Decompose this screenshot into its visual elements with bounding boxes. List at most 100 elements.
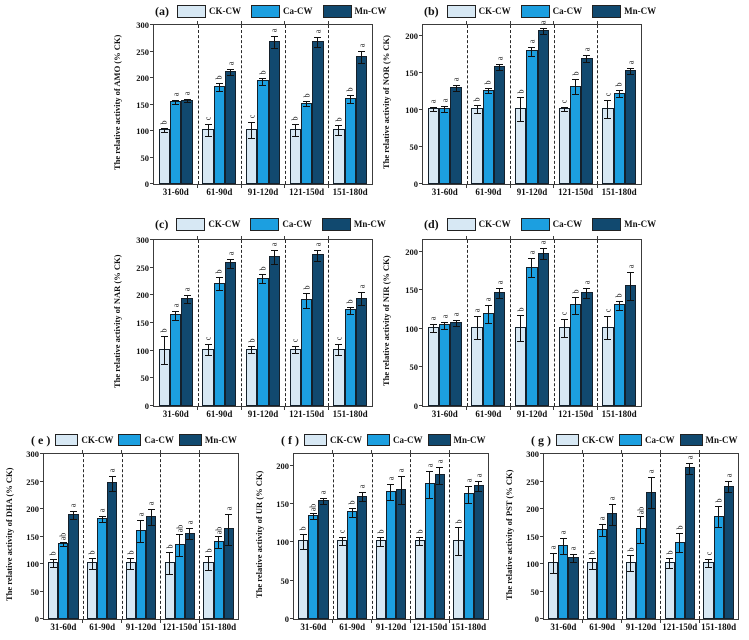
y-axis-label: The relative activity of UR (% CK) [254, 470, 264, 599]
error-bar-cap-bottom [572, 94, 580, 96]
error-bar [349, 95, 351, 104]
error-bar-cap-top [160, 335, 168, 337]
panel-f-ur: ( f ) CK-CW Ca-CW Mn-CW The relative act… [253, 431, 496, 637]
bar-slot: a [450, 25, 462, 184]
bar-slot: b [300, 240, 313, 406]
legend: CK-CW Ca-CW Mn-CW [446, 217, 656, 231]
error-bar-cap-bottom [604, 117, 612, 119]
bar-slot: a [170, 25, 182, 184]
x-tick-label: 121-150d [289, 187, 325, 197]
error-bar-cap-bottom [59, 545, 67, 547]
y-tick-label: 100 [405, 323, 418, 334]
error-bar-cap-bottom [314, 47, 322, 49]
bar-slot: b [257, 240, 269, 406]
error-bar-cap-bottom [172, 104, 180, 106]
bar-slot: b [213, 240, 226, 406]
error-bar-cap-bottom [569, 562, 577, 564]
bar-ck-cw-31-60d [427, 326, 440, 406]
x-tick-label: 31-60d [50, 622, 77, 632]
x-tick-label: 91-120d [125, 622, 157, 632]
y-tick-mark [540, 618, 544, 619]
bar-slot: b [471, 25, 483, 184]
x-tick-label: 151-180d [332, 187, 368, 197]
error-bar-cap-top [452, 84, 460, 86]
error-bar [262, 275, 264, 285]
significance-letter: b [345, 87, 355, 91]
y-tick-label: 200 [136, 290, 149, 301]
bar-mn-cw-61-90d [494, 65, 506, 184]
bar-mn-cw-31-60d [181, 99, 193, 184]
error-bar [630, 68, 631, 75]
y-tick-label: 150 [136, 99, 149, 110]
bar-ca-cw-61-90d [482, 89, 495, 184]
y-tick-mark [150, 405, 154, 406]
bar-slot: a [107, 454, 118, 619]
boundary-tick-top [409, 450, 411, 454]
bar-slot: b [674, 454, 685, 619]
error-bar [728, 482, 730, 494]
legend-item-ca-cw: Ca-CW [118, 434, 174, 446]
error-bar-cap-top [686, 462, 694, 464]
y-tick-label: 200 [276, 460, 289, 471]
error-bar-cap-top [108, 475, 116, 477]
bar-ck-cw-31-60d [427, 108, 440, 184]
significance-letter: c [334, 336, 344, 341]
bar-mn-cw-91-120d [537, 252, 549, 406]
legend-swatch-mn-cw [322, 4, 352, 18]
x-tick-label: 91-120d [516, 187, 548, 197]
error-bar-cap-top [397, 476, 405, 478]
boundary-tick-bottom [198, 619, 200, 623]
significance-letter: a [68, 504, 78, 508]
boundary-tick-top [448, 450, 450, 454]
error-bar-cap-top [484, 88, 492, 90]
group-separator [241, 25, 243, 184]
legend-item-ck-cw: CK-CW [55, 434, 113, 446]
bar-group: b ab a [294, 454, 333, 619]
boundary-tick-top [596, 21, 598, 25]
error-bar-cap-top [496, 63, 504, 65]
error-bar [618, 90, 620, 99]
error-bar-cap-top [666, 558, 674, 560]
significance-letter: a [538, 20, 548, 24]
bar-group: b b a [241, 240, 285, 406]
bar-ca-cw-151-180d [344, 97, 356, 184]
error-bar [591, 558, 593, 570]
boundary-tick-bottom [509, 184, 511, 188]
bar-slot: b [613, 240, 625, 406]
significance-letter: b [665, 550, 675, 555]
significance-letter: a [428, 316, 438, 321]
boundary-tick-bottom [448, 619, 450, 623]
bar-slot: a [396, 454, 407, 619]
group-separator [449, 454, 451, 619]
legend: CK-CW Ca-CW Mn-CW [176, 217, 386, 231]
error-bar-cap-top [559, 537, 567, 539]
error-bar-cap-top [539, 27, 547, 29]
significance-letter: a [386, 477, 396, 481]
boundary-tick-bottom [553, 184, 555, 188]
boundary-tick-bottom [596, 184, 598, 188]
x-tick-label: 61-90d [206, 187, 233, 197]
significance-letter: b [258, 70, 268, 75]
error-bar-cap-top [615, 89, 623, 91]
error-bar [262, 78, 264, 86]
legend-label: Ca-CW [552, 219, 583, 229]
error-bar-cap-bottom [484, 92, 492, 94]
error-bar [542, 249, 544, 261]
bar-ca-cw-121-150d [569, 304, 582, 406]
bar-ca-cw-91-120d [526, 50, 538, 184]
y-tick-label: 300 [526, 449, 539, 459]
significance-letter: a [607, 496, 617, 500]
error-bar-cap-top [248, 346, 256, 348]
bar-slot: b [569, 25, 582, 184]
chart-area: The relative activity of NAR (% CK) 0 50 1… [111, 235, 380, 424]
group-separator [160, 454, 162, 619]
error-bar [163, 129, 165, 133]
y-tick-label: 50 [140, 152, 150, 163]
boundary-tick-bottom [240, 184, 242, 188]
bar-ca-cw-151-180d [213, 541, 224, 619]
bar-slot: c [202, 25, 214, 184]
x-tick-label: 121-150d [662, 622, 698, 632]
bar-slot: a [225, 25, 237, 184]
error-bar-cap-bottom [647, 508, 655, 509]
